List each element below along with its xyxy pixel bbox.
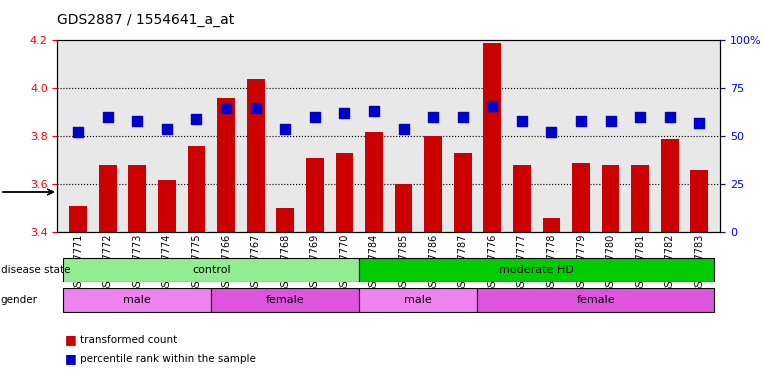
Text: male: male	[404, 295, 432, 306]
Text: gender: gender	[1, 295, 38, 306]
Bar	[64, 288, 211, 313]
Point	[545, 129, 558, 136]
Point	[190, 116, 202, 122]
Bar	[602, 165, 620, 232]
Text: female: female	[266, 295, 305, 306]
Bar	[631, 165, 649, 232]
Bar	[69, 206, 87, 232]
Bar	[158, 180, 175, 232]
Bar	[424, 136, 442, 232]
Point	[516, 118, 528, 124]
Text: male: male	[123, 295, 151, 306]
Bar	[359, 288, 477, 313]
Text: control: control	[192, 265, 231, 275]
Point	[339, 110, 351, 116]
Text: ■: ■	[65, 353, 77, 366]
Point	[250, 104, 262, 111]
Bar	[359, 258, 714, 282]
Text: female: female	[577, 295, 615, 306]
Point	[309, 114, 321, 120]
Point	[279, 126, 291, 132]
Text: GDS2887 / 1554641_a_at: GDS2887 / 1554641_a_at	[57, 13, 234, 27]
Bar	[572, 163, 590, 232]
Bar	[188, 146, 205, 232]
Bar	[483, 43, 501, 232]
Point	[102, 114, 114, 120]
Point	[131, 118, 143, 124]
Bar	[661, 139, 679, 232]
Text: moderate HD: moderate HD	[499, 265, 574, 275]
Bar	[218, 98, 235, 232]
Bar	[542, 218, 560, 232]
Point	[634, 114, 647, 120]
Point	[398, 126, 410, 132]
Text: ■: ■	[65, 333, 77, 346]
Bar	[394, 184, 412, 232]
Point	[72, 129, 84, 136]
Text: percentile rank within the sample: percentile rank within the sample	[80, 354, 257, 364]
Bar	[99, 165, 116, 232]
Point	[693, 120, 705, 126]
Point	[220, 104, 232, 111]
Point	[604, 118, 617, 124]
Bar	[64, 258, 359, 282]
Point	[368, 108, 380, 114]
Bar	[306, 158, 324, 232]
Bar	[211, 288, 359, 313]
Point	[427, 114, 439, 120]
Bar	[513, 165, 531, 232]
Point	[575, 118, 588, 124]
Point	[486, 103, 499, 109]
Bar	[129, 165, 146, 232]
Bar	[690, 170, 709, 232]
Text: transformed count: transformed count	[80, 335, 178, 345]
Point	[161, 126, 173, 132]
Bar	[336, 153, 353, 232]
Bar	[453, 153, 472, 232]
Bar	[247, 79, 264, 232]
Point	[663, 114, 676, 120]
Bar	[365, 132, 383, 232]
Bar	[477, 288, 714, 313]
Text: disease state: disease state	[1, 265, 70, 275]
Bar	[277, 209, 294, 232]
Point	[457, 114, 469, 120]
